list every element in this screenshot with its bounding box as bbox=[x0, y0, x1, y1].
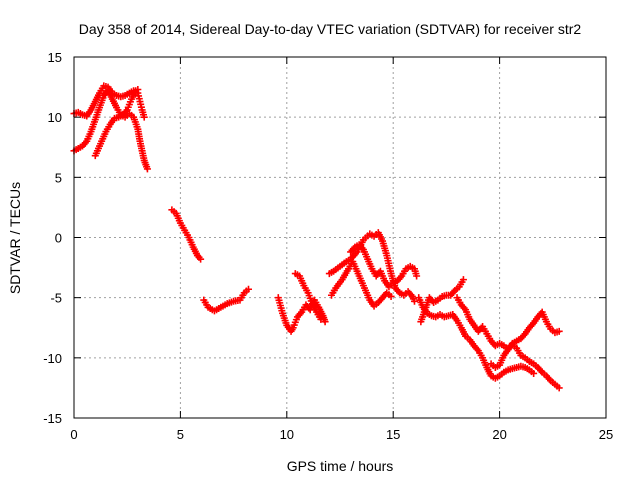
x-axis-label: GPS time / hours bbox=[287, 458, 394, 474]
series-arc-11 bbox=[415, 294, 538, 382]
chart-title: Day 358 of 2014, Sidereal Day-to-day VTE… bbox=[79, 21, 582, 37]
series-arc-12 bbox=[417, 276, 467, 326]
data-point bbox=[410, 297, 418, 305]
grid-lines bbox=[74, 57, 606, 418]
x-tick-label: 15 bbox=[386, 427, 400, 442]
y-tick-label: 0 bbox=[55, 231, 62, 246]
x-tick-label: 0 bbox=[70, 427, 77, 442]
data-points bbox=[70, 82, 563, 392]
series-arc-7 bbox=[291, 270, 325, 323]
y-axis-label: SDTVAR / TECUs bbox=[7, 182, 23, 294]
data-point bbox=[321, 318, 329, 326]
x-tick-label: 5 bbox=[177, 427, 184, 442]
y-tick-label: -5 bbox=[50, 291, 62, 306]
x-tick-label: 20 bbox=[492, 427, 506, 442]
data-point bbox=[134, 85, 142, 93]
series-arc-3 bbox=[91, 85, 142, 160]
data-point bbox=[555, 384, 563, 392]
plot-frame bbox=[73, 56, 607, 419]
x-tick-label: 10 bbox=[280, 427, 294, 442]
data-point bbox=[197, 255, 205, 263]
data-point bbox=[413, 272, 421, 280]
data-point bbox=[387, 292, 395, 300]
series-arc-4 bbox=[168, 206, 205, 263]
series-arc-5 bbox=[200, 285, 252, 315]
y-tick-label: 15 bbox=[48, 50, 62, 65]
series-arc-10 bbox=[347, 241, 421, 291]
data-point bbox=[555, 327, 563, 335]
y-tick-label: -15 bbox=[43, 411, 62, 426]
series-arc-9 bbox=[327, 258, 395, 310]
y-tick-label: 5 bbox=[55, 170, 62, 185]
data-point bbox=[143, 165, 151, 173]
data-point bbox=[140, 113, 148, 121]
data-point bbox=[244, 285, 252, 293]
data-point bbox=[317, 315, 325, 323]
series-arc-13 bbox=[453, 294, 563, 392]
y-tick-label: -10 bbox=[43, 351, 62, 366]
data-point bbox=[530, 369, 538, 377]
data-point bbox=[459, 276, 467, 284]
y-tick-label: 10 bbox=[48, 110, 62, 125]
x-tick-label: 25 bbox=[599, 427, 613, 442]
series-arc-14 bbox=[487, 308, 563, 371]
